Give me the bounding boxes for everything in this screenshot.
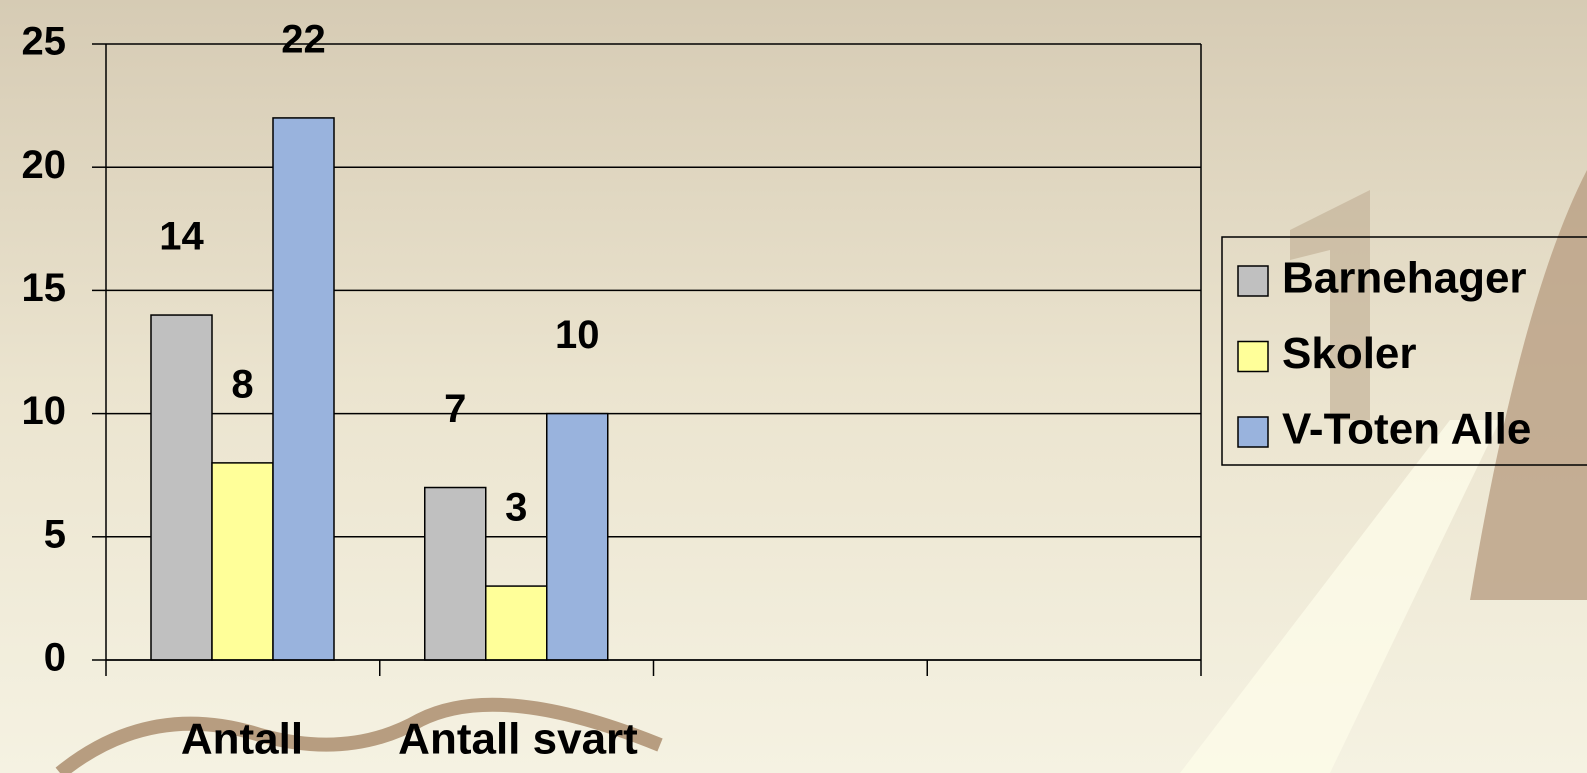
- legend-swatch: [1238, 417, 1268, 447]
- legend-label: Skoler: [1282, 329, 1417, 378]
- bar: [212, 463, 273, 660]
- y-tick-label: 0: [44, 636, 66, 680]
- value-label: 22: [281, 17, 326, 61]
- value-label: 8: [231, 362, 253, 406]
- x-tick-label: Antall svart: [398, 715, 638, 764]
- bar: [425, 488, 486, 660]
- y-tick-label: 20: [22, 143, 67, 187]
- value-label: 7: [444, 387, 466, 431]
- legend-swatch: [1238, 266, 1268, 296]
- legend-swatch: [1238, 342, 1268, 372]
- y-tick-label: 10: [22, 389, 67, 433]
- bar: [547, 414, 608, 660]
- value-label: 14: [159, 215, 204, 259]
- y-tick-label: 25: [22, 20, 67, 64]
- y-tick-label: 15: [22, 266, 67, 310]
- bar: [273, 118, 334, 660]
- bar: [486, 586, 547, 660]
- legend-label: V-Toten Alle: [1282, 405, 1531, 454]
- x-tick-label: Antall: [181, 715, 303, 764]
- value-label: 3: [505, 486, 527, 530]
- chart: Barnehager Skoler V-Toten Alle 0 5 10 15 20 25 A…: [0, 0, 1587, 773]
- value-label: 10: [555, 313, 600, 357]
- legend-label: Barnehager: [1282, 254, 1527, 303]
- y-tick-label: 5: [44, 512, 66, 556]
- page: {"chart_data": {"type": "bar", "categori…: [0, 0, 1587, 773]
- bar: [151, 315, 212, 660]
